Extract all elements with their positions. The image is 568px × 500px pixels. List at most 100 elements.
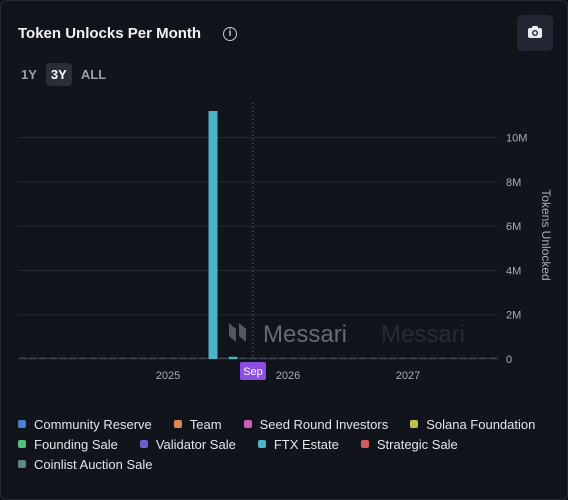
y-tick-label: 10M xyxy=(506,133,527,145)
baseline-bar xyxy=(89,357,97,359)
x-tick-label: 2027 xyxy=(396,370,420,382)
baseline-bar xyxy=(339,357,347,359)
baseline-bar xyxy=(469,357,477,359)
baseline-bar xyxy=(119,357,127,359)
legend-swatch xyxy=(410,420,419,428)
baseline-bar xyxy=(49,357,57,359)
baseline-bar xyxy=(79,357,87,359)
legend-label: Team xyxy=(189,416,222,432)
bar xyxy=(208,111,218,359)
baseline-bar xyxy=(59,357,67,359)
baseline-bar xyxy=(449,357,457,359)
baseline-bar xyxy=(439,357,447,359)
y-tick-label: 8M xyxy=(506,177,521,189)
legend-swatch xyxy=(18,420,26,428)
tab-all[interactable]: ALL xyxy=(80,67,107,82)
baseline-bar xyxy=(459,357,467,359)
chart-title: Token Unlocks Per Month xyxy=(18,25,202,42)
baseline-bar xyxy=(39,357,47,359)
legend-item[interactable]: Strategic Sale xyxy=(360,436,458,452)
baseline-bar xyxy=(349,357,357,359)
baseline-bar xyxy=(409,357,417,359)
y-tick-label: 2M xyxy=(506,310,521,322)
screenshot-button[interactable] xyxy=(517,15,553,51)
legend-item[interactable]: FTX Estate xyxy=(257,436,339,452)
info-icon[interactable]: i xyxy=(223,27,237,41)
legend-swatch xyxy=(360,440,369,448)
legend-item[interactable]: Validator Sale xyxy=(139,436,236,452)
baseline-bar xyxy=(159,357,167,359)
legend-item[interactable]: Coinlist Auction Sale xyxy=(18,456,153,472)
legend-item[interactable]: Team xyxy=(173,416,222,432)
baseline-bar xyxy=(109,357,117,359)
baseline-bar xyxy=(149,357,157,359)
legend-item[interactable]: Seed Round Investors xyxy=(243,416,389,432)
tab-1y[interactable]: 1Y xyxy=(21,67,37,82)
current-month-label: Sep xyxy=(243,366,263,378)
current-month-badge xyxy=(240,362,266,380)
legend-label: Founding Sale xyxy=(34,436,118,452)
legend-swatch xyxy=(243,420,252,428)
legend-label: Strategic Sale xyxy=(376,436,458,452)
chart-legend: Community Reserve Team Seed Round Investor… xyxy=(18,416,558,472)
legend-swatch xyxy=(18,460,26,468)
baseline-bar xyxy=(19,357,27,359)
bar-chart: 0 2M 4M 6M 8M 10M Tokens Unlocked Messari Messar… xyxy=(18,101,553,382)
baseline-bar xyxy=(389,357,397,359)
legend-swatch xyxy=(139,440,148,448)
y-tick-label: 0 xyxy=(506,354,512,366)
baseline-bar xyxy=(369,357,377,359)
baseline-bar xyxy=(169,357,177,359)
x-tick-label: 2025 xyxy=(156,370,180,382)
legend-label: FTX Estate xyxy=(273,436,339,452)
baseline-bar xyxy=(299,357,307,359)
baseline-bar xyxy=(259,357,267,359)
legend-item[interactable]: Solana Foundation xyxy=(410,416,536,432)
baseline-bar xyxy=(129,357,137,359)
legend-label: Coinlist Auction Sale xyxy=(34,456,153,472)
baseline-bar xyxy=(329,357,337,359)
x-tick-label: 2026 xyxy=(276,370,300,382)
baseline-bar xyxy=(359,357,367,359)
legend-swatch xyxy=(18,440,26,448)
baseline-bar xyxy=(309,357,317,359)
baseline-bar xyxy=(479,357,487,359)
legend-item[interactable]: Founding Sale xyxy=(18,436,118,452)
bar xyxy=(228,356,238,359)
baseline-bar xyxy=(379,357,387,359)
range-tabs: 1Y 3Y ALL xyxy=(16,63,111,86)
y-tick-label: 4M xyxy=(506,265,521,277)
baseline-bar xyxy=(489,357,497,359)
legend-item[interactable]: Community Reserve xyxy=(18,416,152,432)
y-tick-label: 6M xyxy=(506,221,521,233)
baseline-bar xyxy=(29,357,37,359)
watermark-text-faint: Messari xyxy=(381,321,465,348)
baseline-bar xyxy=(279,357,287,359)
baseline-bar xyxy=(239,357,247,359)
legend-label: Community Reserve xyxy=(34,416,152,432)
watermark-text: Messari xyxy=(263,321,347,348)
legend-label: Seed Round Investors xyxy=(259,416,389,432)
baseline-bar xyxy=(139,357,147,359)
baseline-bar xyxy=(399,357,407,359)
legend-label: Solana Foundation xyxy=(426,416,536,432)
baseline-bar xyxy=(189,357,197,359)
baseline-bar xyxy=(289,357,297,359)
baseline-bar xyxy=(249,357,257,359)
baseline-bar xyxy=(419,357,427,359)
baseline-bar xyxy=(69,357,77,359)
baseline-bar xyxy=(319,357,327,359)
baseline-bar xyxy=(179,357,187,359)
baseline-bar xyxy=(219,357,227,359)
baseline-bar xyxy=(199,357,207,359)
baseline-bar xyxy=(269,357,277,359)
y-axis-label: Tokens Unlocked xyxy=(539,189,553,280)
legend-swatch xyxy=(173,420,182,428)
legend-swatch xyxy=(257,440,266,448)
camera-icon xyxy=(528,26,542,38)
tab-3y[interactable]: 3Y xyxy=(45,63,72,86)
baseline-bar xyxy=(99,357,107,359)
legend-label: Validator Sale xyxy=(155,436,236,452)
messari-logo xyxy=(229,323,246,342)
